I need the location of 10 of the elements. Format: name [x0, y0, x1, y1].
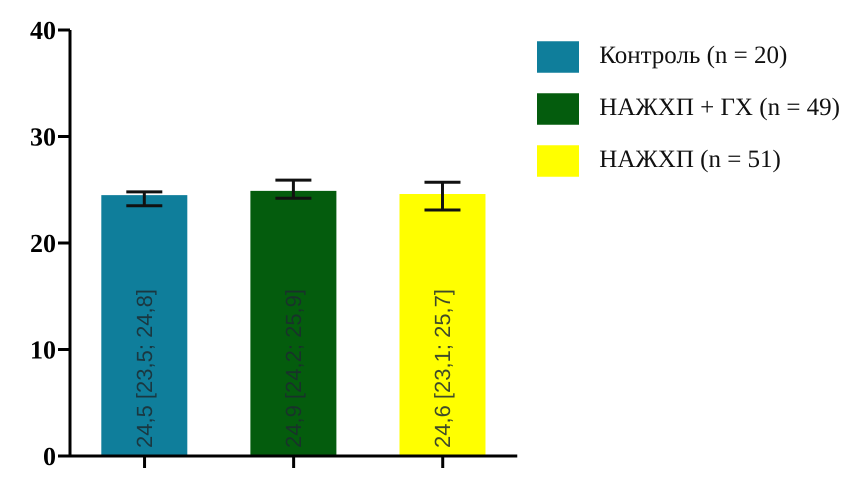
data-label: 24,6 [23,1; 25,7]: [430, 288, 456, 448]
y-tick-label: 30: [30, 122, 56, 152]
data-label: 24,5 [23,5; 24,8]: [132, 288, 158, 448]
legend-label: Контроль (n = 20): [599, 42, 788, 69]
legend-label: НАЖХП (n = 51): [599, 146, 781, 173]
legend-label: НАЖХП + ГХ (n = 49): [599, 94, 840, 121]
y-tick-label: 40: [30, 16, 56, 46]
y-tick-label: 20: [30, 229, 56, 258]
y-tick-label: 10: [30, 336, 56, 365]
y-tick-label: 0: [43, 442, 56, 472]
